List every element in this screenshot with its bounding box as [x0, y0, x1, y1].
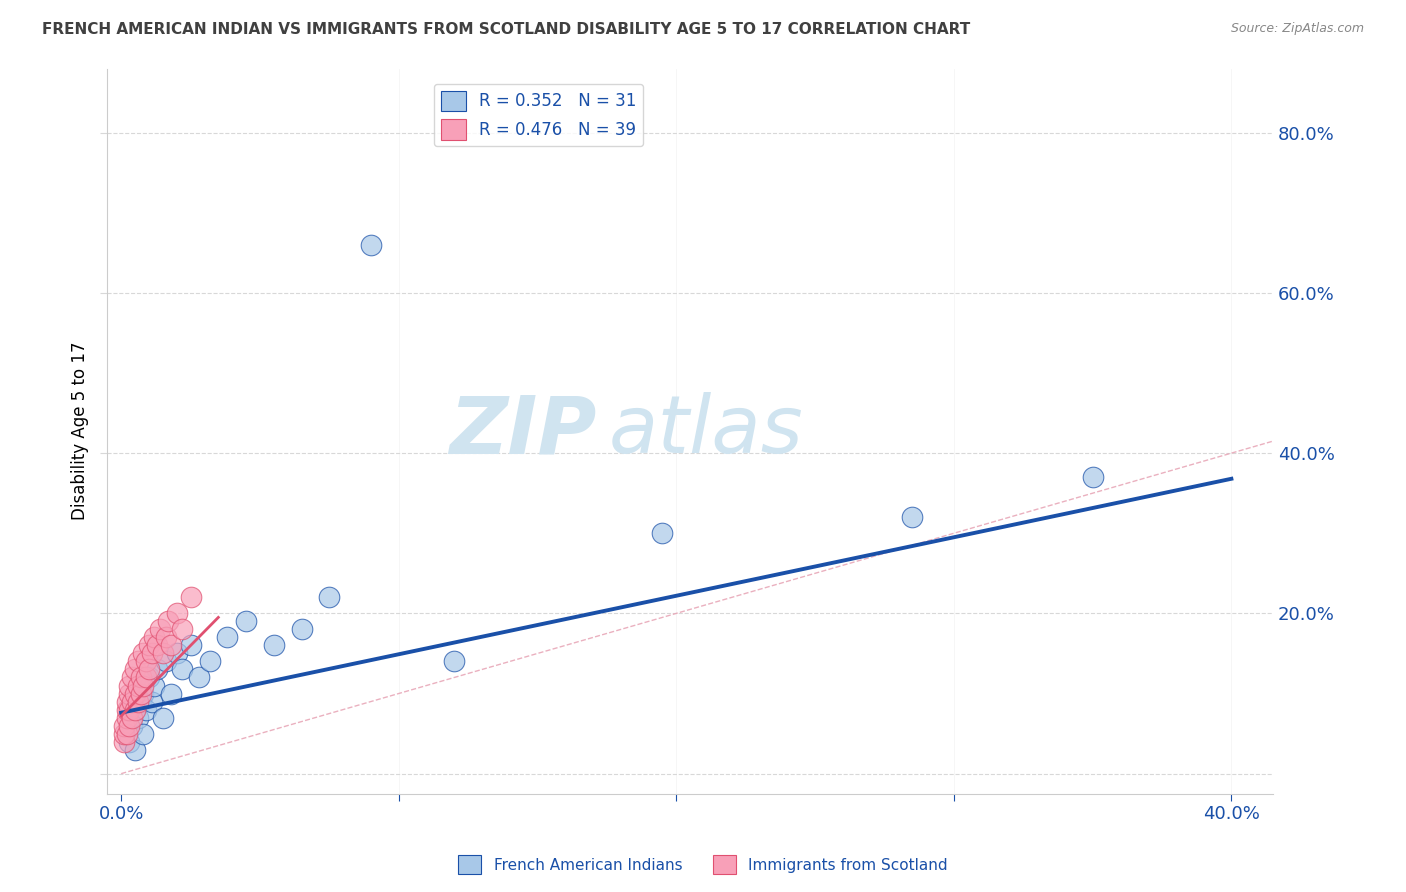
- Point: [115, 694, 138, 708]
- Point: [160, 686, 183, 700]
- Y-axis label: Disability Age 5 to 17: Disability Age 5 to 17: [72, 342, 89, 520]
- Point: [172, 663, 194, 677]
- Point: [127, 710, 149, 724]
- Point: [127, 655, 149, 669]
- Point: [132, 726, 155, 740]
- Point: [135, 655, 157, 669]
- Point: [135, 671, 157, 685]
- Point: [124, 686, 146, 700]
- Point: [112, 718, 135, 732]
- Point: [115, 726, 138, 740]
- Point: [121, 718, 143, 732]
- Point: [160, 639, 183, 653]
- Point: [155, 655, 177, 669]
- Point: [143, 679, 166, 693]
- Point: [132, 686, 155, 700]
- Point: [138, 671, 160, 685]
- Point: [129, 671, 152, 685]
- Point: [115, 702, 138, 716]
- Text: atlas: atlas: [609, 392, 803, 470]
- Point: [901, 510, 924, 524]
- Point: [124, 702, 146, 716]
- Point: [187, 671, 209, 685]
- Point: [290, 623, 312, 637]
- Point: [112, 734, 135, 748]
- Point: [115, 710, 138, 724]
- Point: [121, 694, 143, 708]
- Point: [152, 647, 174, 661]
- Legend: R = 0.352   N = 31, R = 0.476   N = 39: R = 0.352 N = 31, R = 0.476 N = 39: [434, 84, 643, 146]
- Point: [166, 607, 188, 621]
- Point: [118, 686, 141, 700]
- Point: [124, 742, 146, 756]
- Point: [132, 647, 155, 661]
- Point: [118, 679, 141, 693]
- Point: [198, 655, 221, 669]
- Point: [235, 615, 257, 629]
- Point: [118, 718, 141, 732]
- Point: [129, 686, 152, 700]
- Point: [138, 639, 160, 653]
- Point: [146, 639, 169, 653]
- Point: [121, 671, 143, 685]
- Point: [215, 631, 238, 645]
- Point: [135, 702, 157, 716]
- Point: [318, 591, 340, 605]
- Point: [155, 631, 177, 645]
- Point: [112, 726, 135, 740]
- Point: [1081, 470, 1104, 484]
- Point: [129, 694, 152, 708]
- Text: ZIP: ZIP: [450, 392, 598, 470]
- Point: [360, 237, 382, 252]
- Text: Source: ZipAtlas.com: Source: ZipAtlas.com: [1230, 22, 1364, 36]
- Point: [152, 710, 174, 724]
- Point: [121, 710, 143, 724]
- Point: [132, 679, 155, 693]
- Point: [166, 647, 188, 661]
- Point: [118, 734, 141, 748]
- Point: [443, 655, 465, 669]
- Legend: French American Indians, Immigrants from Scotland: French American Indians, Immigrants from…: [453, 849, 953, 880]
- Point: [651, 526, 673, 541]
- Point: [180, 639, 202, 653]
- Point: [149, 623, 172, 637]
- Point: [263, 639, 285, 653]
- Text: FRENCH AMERICAN INDIAN VS IMMIGRANTS FROM SCOTLAND DISABILITY AGE 5 TO 17 CORREL: FRENCH AMERICAN INDIAN VS IMMIGRANTS FRO…: [42, 22, 970, 37]
- Point: [172, 623, 194, 637]
- Point: [141, 694, 163, 708]
- Point: [141, 647, 163, 661]
- Point: [124, 663, 146, 677]
- Point: [127, 694, 149, 708]
- Point: [127, 679, 149, 693]
- Point: [118, 702, 141, 716]
- Point: [143, 631, 166, 645]
- Point: [180, 591, 202, 605]
- Point: [157, 615, 180, 629]
- Point: [138, 663, 160, 677]
- Point: [124, 702, 146, 716]
- Point: [146, 663, 169, 677]
